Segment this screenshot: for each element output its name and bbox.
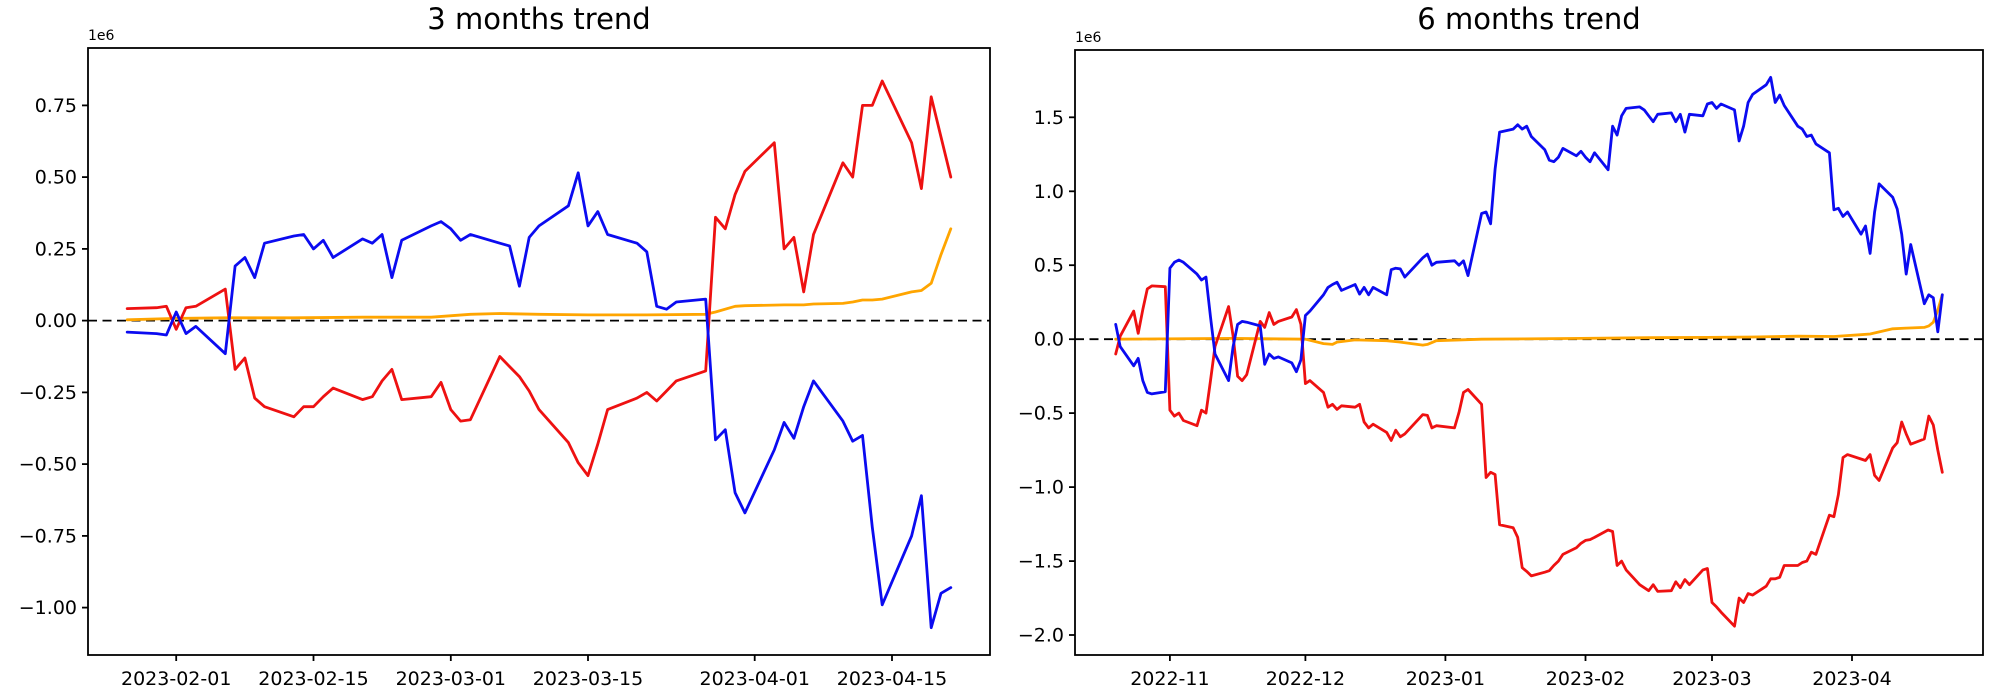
y-tick-label: −0.50 (19, 454, 77, 476)
series-orange-line (1114, 293, 1944, 347)
chart-title: 6 months trend (1417, 2, 1641, 36)
series-red-line (1114, 284, 1944, 628)
x-tick-label: 2023-03-15 (533, 668, 643, 690)
x-tick-label: 2023-02-01 (121, 668, 231, 690)
y-tick-label: 1.5 (1034, 107, 1064, 129)
x-tick-label: 2023-04-01 (699, 668, 809, 690)
y-tick-label: 0.00 (35, 310, 77, 332)
y-tick-label: −1.0 (1018, 477, 1064, 499)
x-tick-label: 2023-03-01 (396, 668, 506, 690)
series-blue-line (125, 171, 953, 630)
y-tick-label: −1.00 (19, 597, 77, 619)
x-tick-label: 2023-04-15 (837, 668, 947, 690)
y-axis-offset-label: 1e6 (88, 28, 115, 44)
series-blue-line (1114, 76, 1944, 396)
x-tick-label: 2023-03 (1672, 668, 1751, 690)
x-tick-label: 2023-02 (1546, 668, 1625, 690)
series-red-line (125, 79, 953, 478)
series-orange-line (125, 227, 953, 322)
chart-plot-area: 2023-02-01 2023-02-15 2023-03-01 2023-03-15… (19, 47, 991, 690)
x-tick-label: 2022-12 (1266, 668, 1345, 690)
y-tick-label: 0.0 (1034, 329, 1064, 351)
y-tick-label: −1.5 (1018, 551, 1064, 573)
x-tick-label: 2023-04 (1812, 668, 1891, 690)
x-tick-label: 2022-11 (1130, 668, 1209, 690)
y-tick-label: −2.0 (1018, 625, 1064, 647)
chart-3-months: 3 months trend 1e6 2023-02-01 2023-02-15 2… (19, 2, 991, 690)
y-tick-label: 0.25 (35, 238, 77, 260)
chart-6-months: 6 months trend 1e6 2022-11 2022-12 2023-01… (1000, 0, 2000, 700)
y-tick-label: 0.75 (35, 95, 77, 117)
y-tick-label: −0.25 (19, 382, 77, 404)
y-tick-label: −0.5 (1018, 403, 1064, 425)
y-tick-label: 1.0 (1034, 181, 1064, 203)
y-axis-offset-label: 1e6 (1075, 30, 1102, 46)
chart-title: 3 months trend (427, 2, 651, 36)
y-tick-label: 0.50 (35, 167, 77, 189)
y-tick-label: 0.5 (1034, 255, 1064, 277)
x-tick-label: 2023-01 (1406, 668, 1485, 690)
axes-frame (87, 47, 991, 656)
axes-frame (1074, 49, 1984, 656)
y-tick-label: −0.75 (19, 525, 77, 547)
chart-plot-area: 2022-11 2022-12 2023-01 2023-02 2023-03 2023-… (1018, 49, 1984, 690)
x-tick-label: 2023-02-15 (258, 668, 368, 690)
